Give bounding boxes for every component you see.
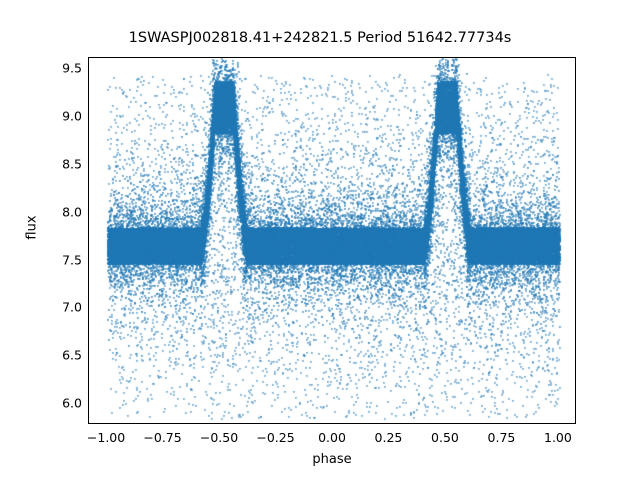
y-tick-mark — [88, 69, 89, 70]
x-tick-mark — [389, 423, 390, 424]
y-tick-label: 9.0 — [62, 108, 82, 124]
x-tick-label: 0.25 — [374, 430, 403, 445]
x-tick-mark — [164, 423, 165, 424]
y-tick-label: 6.5 — [62, 347, 82, 363]
x-tick-label: 0.00 — [318, 430, 346, 445]
x-tick-label: −0.25 — [256, 430, 295, 445]
y-tick-label: 6.0 — [62, 395, 82, 411]
y-tick-mark — [88, 261, 89, 262]
y-tick-label: 7.0 — [62, 299, 82, 315]
x-axis-label: phase — [312, 452, 352, 467]
x-tick-mark — [333, 423, 334, 424]
chart-title: 1SWASPJ002818.41+242821.5 Period 51642.7… — [128, 30, 512, 46]
x-axis-tick-labels: −1.00 −0.75 −0.50 −0.25 0.00 0.25 0.50 0.75 1.00 — [86, 430, 576, 448]
x-tick-mark — [220, 423, 221, 424]
y-tick-label: 9.5 — [62, 60, 82, 76]
y-axis-label: flux — [24, 215, 40, 240]
x-tick-label: 0.50 — [431, 430, 459, 445]
plot-axes-frame — [88, 57, 576, 424]
y-tick-label: 8.0 — [62, 204, 82, 220]
x-tick-label: 0.75 — [487, 430, 516, 445]
y-tick-mark — [88, 404, 89, 405]
y-tick-mark — [88, 356, 89, 357]
x-tick-label: −0.75 — [143, 430, 182, 445]
x-tick-mark — [446, 423, 447, 424]
y-axis-tick-labels: 6.0 6.5 7.0 7.5 8.0 8.5 9.0 9.5 — [0, 57, 82, 424]
y-tick-mark — [88, 308, 89, 309]
y-tick-mark — [88, 117, 89, 118]
x-tick-label: 1.00 — [544, 430, 572, 445]
y-tick-mark — [88, 213, 89, 214]
x-tick-label: −1.00 — [86, 430, 126, 445]
x-tick-mark — [502, 423, 503, 424]
y-tick-label: 8.5 — [62, 156, 82, 172]
x-tick-mark — [559, 423, 560, 424]
y-tick-label: 7.5 — [62, 252, 82, 268]
x-tick-label: −0.50 — [199, 430, 239, 445]
x-tick-mark — [107, 423, 108, 424]
x-tick-mark — [277, 423, 278, 424]
y-tick-mark — [88, 165, 89, 166]
scatter-plot-points — [89, 58, 575, 423]
